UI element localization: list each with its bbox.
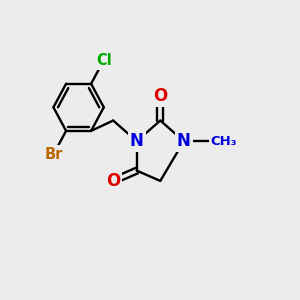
Text: N: N	[177, 132, 191, 150]
Text: Cl: Cl	[96, 53, 112, 68]
Text: O: O	[106, 172, 120, 190]
Text: Br: Br	[44, 147, 63, 162]
Text: CH₃: CH₃	[210, 135, 237, 148]
Text: O: O	[153, 86, 167, 104]
Text: N: N	[130, 132, 144, 150]
